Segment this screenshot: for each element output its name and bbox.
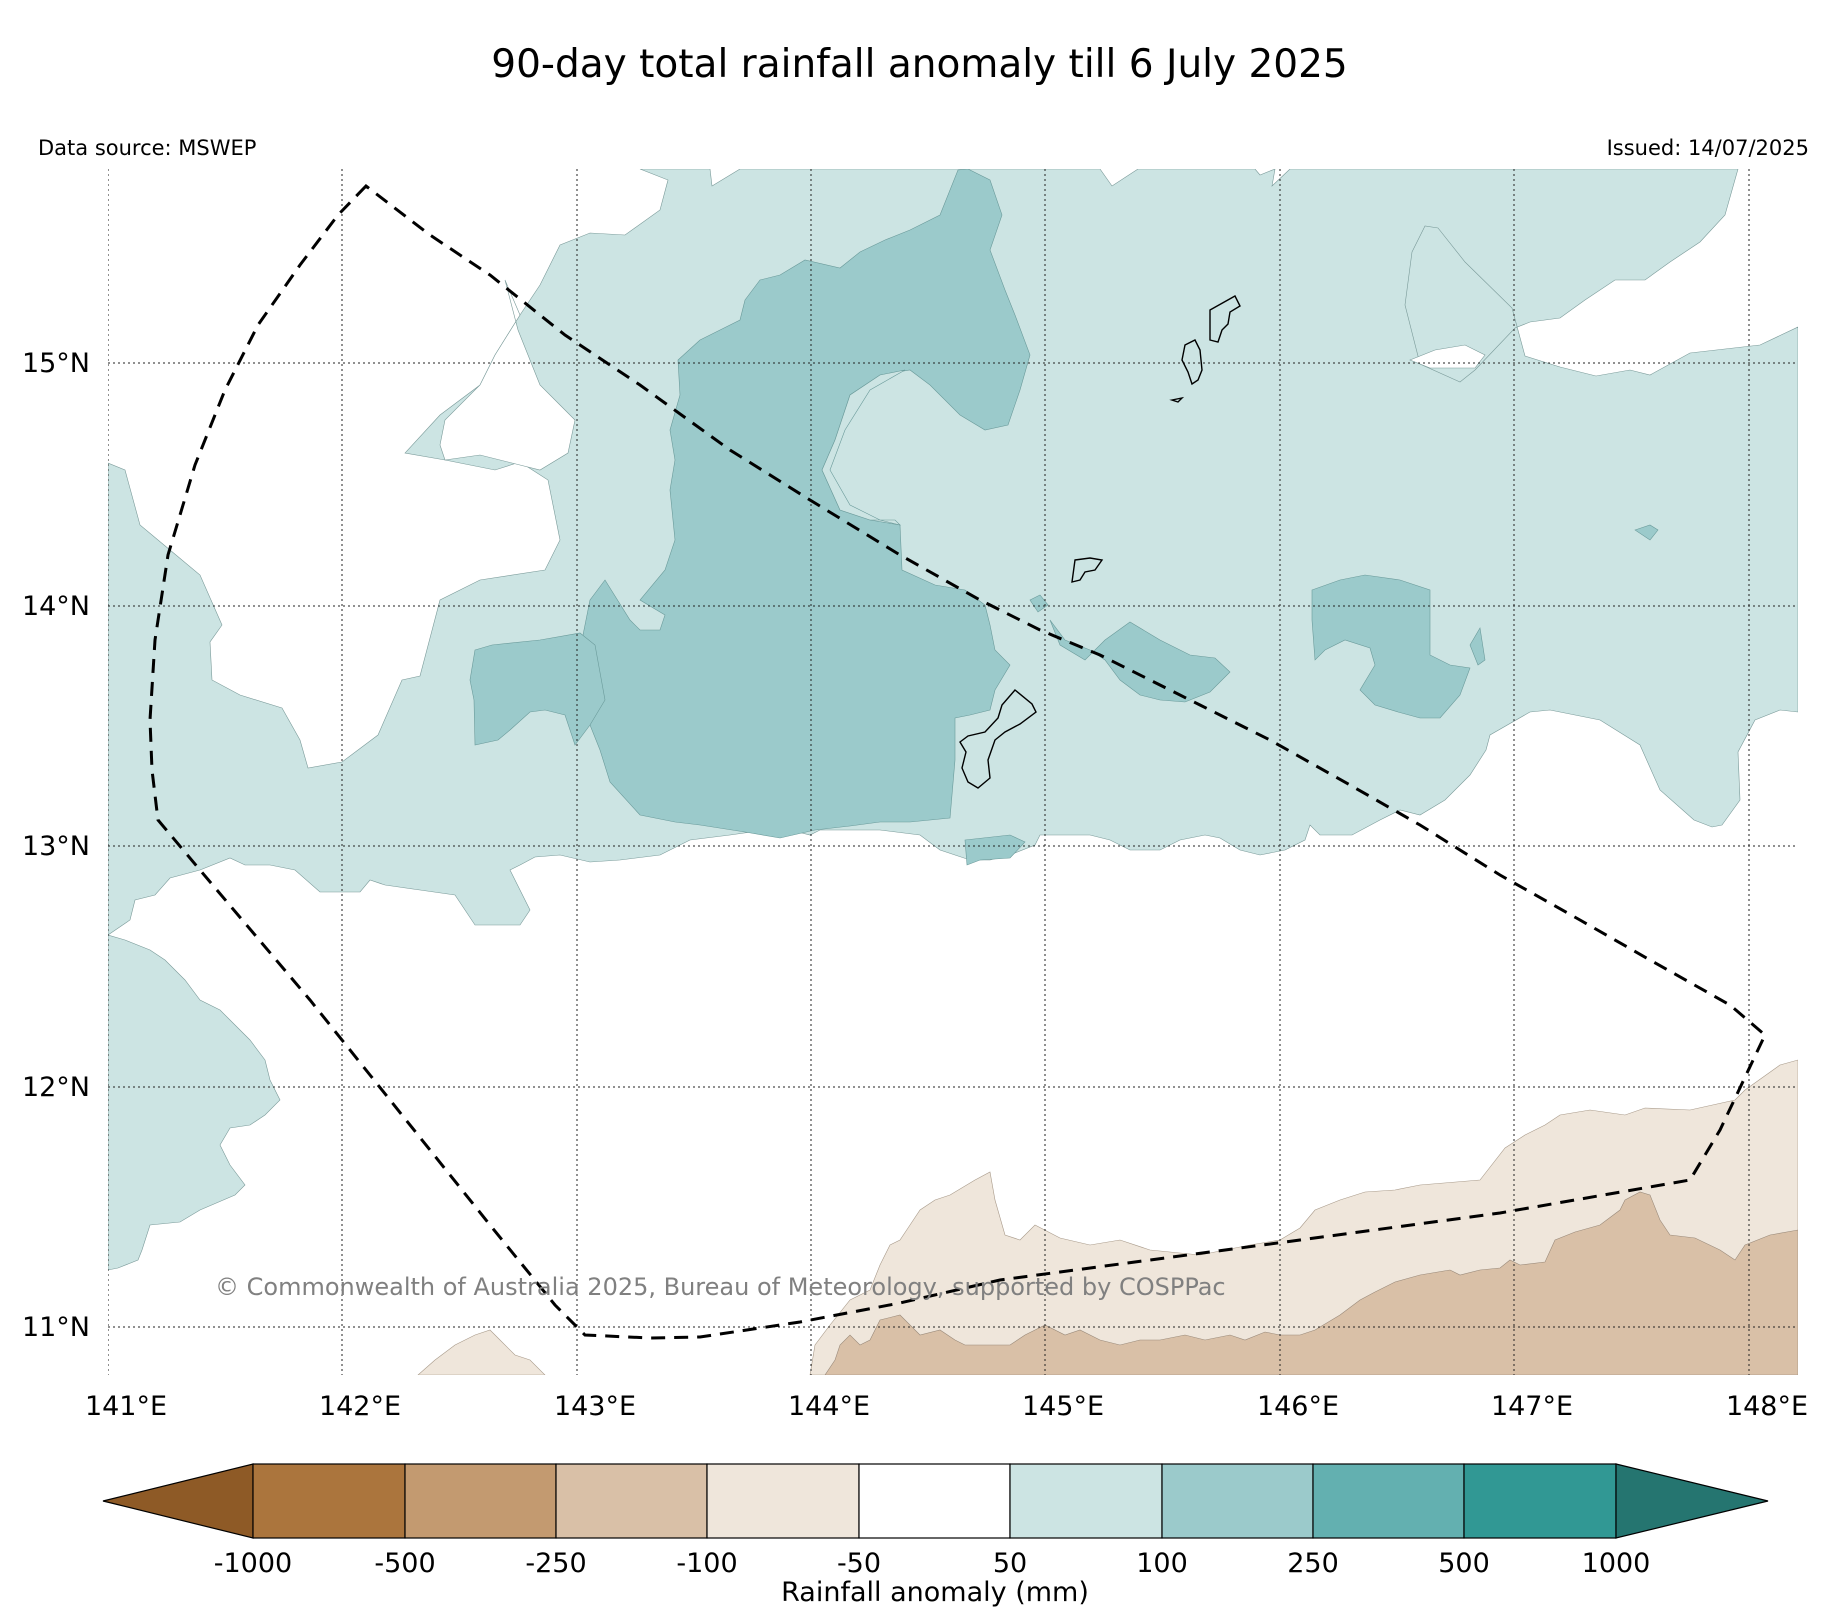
colorbar-extend-min: [102, 1463, 254, 1539]
colorbar-tick-50: 50: [993, 1548, 1027, 1579]
lon-tick-143: 143°E: [554, 1391, 636, 1422]
colorbar-bin-neg50-50: [858, 1463, 1011, 1539]
lat-tick-15: 15°N: [22, 348, 90, 379]
colorbar-tick-neg500: -500: [374, 1548, 435, 1579]
lon-tick-142: 142°E: [319, 1391, 401, 1422]
longitude-axis: 141°E 142°E 143°E 144°E 145°E 146°E 147°…: [85, 1391, 1808, 1422]
anomaly-gap-northeast: [1409, 344, 1486, 369]
lon-tick-145: 145°E: [1022, 1391, 1104, 1422]
latitude-axis: 15°N 14°N 13°N 12°N 11°N: [22, 348, 90, 1343]
island-guam: [959, 689, 1037, 789]
island-aguijan: [1169, 396, 1185, 403]
anomaly-region-100-250-west: [469, 632, 606, 746]
colorbar-bin-100-250: [1161, 1463, 1314, 1539]
island-outlines: [959, 295, 1241, 789]
island-saipan: [1209, 295, 1241, 343]
lon-tick-148: 148°E: [1726, 1391, 1808, 1422]
lon-tick-144: 144°E: [788, 1391, 870, 1422]
anomaly-region-100-250-small-3: [1029, 594, 1049, 613]
colorbar-bin-250-500: [1312, 1463, 1465, 1539]
lon-tick-141: 141°E: [85, 1391, 167, 1422]
colorbar-tick-250: 250: [1287, 1548, 1339, 1579]
colorbar-tick-1000: 1000: [1582, 1548, 1651, 1579]
lat-tick-12: 12°N: [22, 1072, 90, 1103]
colorbar-bin-neg100-neg50: [706, 1463, 860, 1539]
colorbar-ticks: -1000 -500 -250 -100 -50 50 100 250 500 …: [214, 1548, 1651, 1608]
anomaly-gap-left: [439, 279, 576, 471]
colorbar-tick-neg1000: -1000: [214, 1548, 292, 1579]
anomaly-inner-light-pocket: [821, 369, 906, 526]
map-area: © Commonwealth of Australia 2025, Bureau…: [108, 169, 1798, 1375]
anomaly-region-neg100-neg50-west: [417, 1329, 546, 1375]
anomaly-region-100-250-east-inner: [1049, 619, 1231, 703]
anomaly-region-100-250-east: [1311, 574, 1471, 719]
lat-tick-13: 13°N: [22, 831, 90, 862]
island-tinian: [1181, 339, 1203, 386]
anomaly-region-100-250-small-1: [1634, 524, 1659, 541]
colorbar-tick-100: 100: [1136, 1548, 1188, 1579]
lon-tick-146: 146°E: [1257, 1391, 1339, 1422]
data-source-label: Data source: MSWEP: [38, 136, 257, 160]
colorbar-tick-500: 500: [1438, 1548, 1490, 1579]
island-rota: [1071, 557, 1104, 583]
colorbar-bin-neg250-neg100: [555, 1463, 708, 1539]
colorbar-tick-neg250: -250: [525, 1548, 586, 1579]
colorbar-tick-neg100: -100: [676, 1548, 737, 1579]
colorbar-bin-neg1000-neg500: [252, 1463, 406, 1539]
colorbar-bin-500-1000: [1463, 1463, 1617, 1539]
map-title: 90-day total rainfall anomaly till 6 Jul…: [491, 42, 1348, 87]
anomaly-region-100-250-small-2: [1469, 627, 1486, 666]
gridlines: [108, 169, 1798, 1375]
issued-date-label: Issued: 14/07/2025: [1606, 136, 1809, 160]
colorbar-tick-neg50: -50: [837, 1548, 881, 1579]
colorbar-bin-50-100: [1009, 1463, 1163, 1539]
lat-tick-14: 14°N: [22, 591, 90, 622]
colorbar-bin-neg500-neg250: [404, 1463, 557, 1539]
lat-tick-11: 11°N: [22, 1312, 90, 1343]
colorbar-extend-max: [1615, 1463, 1769, 1539]
lon-tick-147: 147°E: [1491, 1391, 1573, 1422]
copyright-notice: © Commonwealth of Australia 2025, Bureau…: [215, 1273, 1226, 1301]
anomaly-region-neg250-neg100: [824, 1191, 1798, 1375]
anomaly-region-100-250-south: [964, 834, 1026, 866]
colorbar: [102, 1463, 1769, 1539]
colorbar-title: Rainfall anomaly (mm): [781, 1577, 1089, 1608]
